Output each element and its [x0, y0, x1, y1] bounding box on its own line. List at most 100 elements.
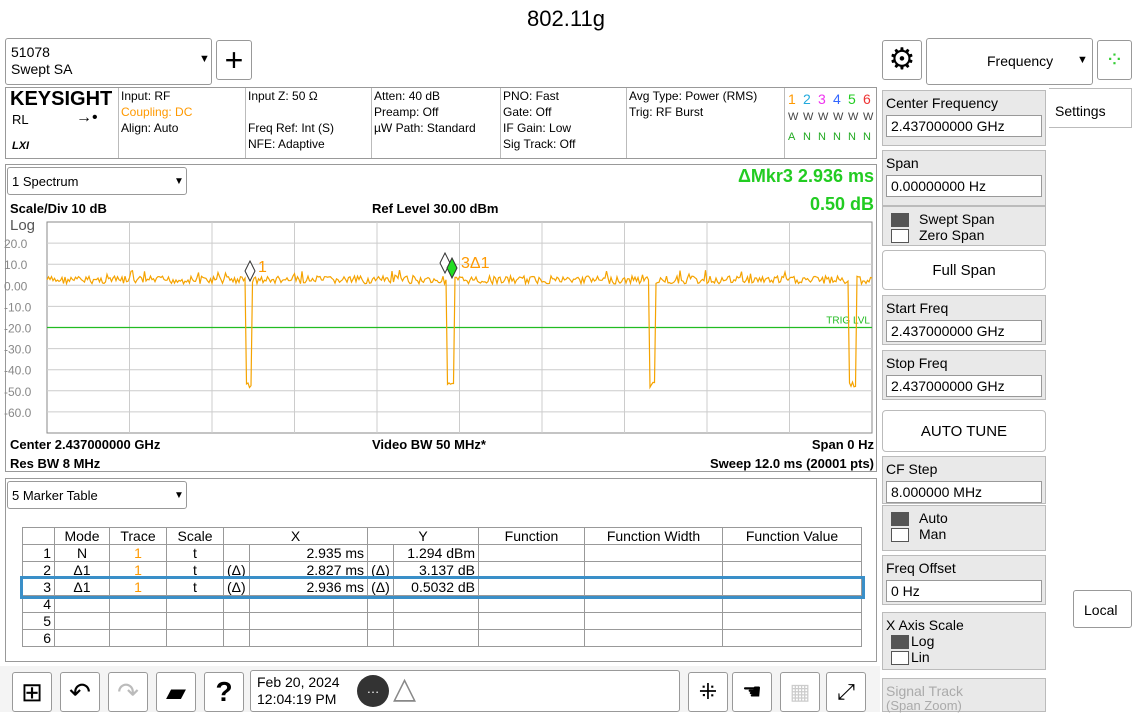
softkey[interactable]: Auto Man	[882, 505, 1046, 551]
trace-indicator: 1	[788, 91, 796, 107]
table-cell	[248, 595, 369, 613]
table-cell: t	[166, 544, 224, 562]
table-cell: 6	[22, 629, 55, 647]
instrument-select[interactable]: 51078 Swept SA ▼	[5, 38, 212, 85]
softkey[interactable]: X Axis Scale Log Lin	[882, 612, 1046, 670]
menu-select[interactable]: Frequency ▼	[926, 38, 1093, 85]
header-cell: Function Value	[722, 527, 862, 545]
header-cell: X	[222, 527, 369, 545]
softkey[interactable]: Swept Span Zero Span	[882, 206, 1046, 246]
table-cell	[367, 544, 394, 562]
table-cell: 2.935 ms	[248, 544, 369, 562]
table-cell	[166, 612, 224, 630]
add-button[interactable]: +	[216, 40, 252, 80]
marker-3	[446, 256, 458, 280]
table-cell	[722, 612, 862, 630]
info-divider	[784, 88, 785, 158]
marker-1	[244, 259, 256, 283]
softkey[interactable]: Signal Track (Span Zoom)	[882, 678, 1046, 713]
softkey-value: 0.00000000 Hz	[886, 175, 1042, 197]
table-cell	[54, 629, 110, 647]
softkey[interactable]: Start Freq 2.437000000 GHz	[882, 295, 1046, 345]
table-cell: 3.137 dB	[392, 561, 480, 579]
table-cell	[722, 595, 862, 613]
option-indicator	[891, 512, 909, 526]
softkey[interactable]: AUTO TUNE	[882, 410, 1046, 452]
tab-label: Settings	[1055, 103, 1106, 119]
info-text: IF Gain: Low	[503, 121, 572, 135]
ref-level: Ref Level 30.00 dBm	[372, 201, 499, 216]
header-cell: Function	[478, 527, 585, 545]
softkey-label: Freq Offset	[886, 560, 956, 576]
table-cell: 2.936 ms	[248, 578, 369, 596]
trace-indicator: N	[833, 131, 841, 143]
table-cell	[109, 595, 167, 613]
dropdown-arrow: ▼	[174, 176, 184, 187]
table-cell	[223, 595, 250, 613]
marker-readout: ΔMkr3 2.936 ms	[737, 166, 874, 186]
trace-indicator: W	[848, 111, 859, 123]
table-cell	[478, 629, 585, 647]
softkey-label: Start Freq	[886, 300, 949, 316]
scale-div: Scale/Div 10 dB	[10, 201, 107, 216]
y-label: 10.0	[4, 258, 28, 272]
grid-button[interactable]: ▦	[780, 672, 820, 712]
table-cell	[584, 578, 723, 596]
table-cell	[248, 629, 369, 647]
settings-gear[interactable]: ⚙	[882, 40, 922, 80]
window-select[interactable]: 5 Marker Table ▼	[7, 481, 187, 509]
log-label: Log	[10, 217, 35, 234]
table-cell	[478, 612, 585, 630]
trace-indicator: N	[863, 131, 871, 143]
table-cell: 2.827 ms	[248, 561, 369, 579]
layout-button[interactable]: ⁜	[688, 672, 728, 712]
info-bar: KEYSIGHT RL →• LXI Input: RF Coupling: DC…	[5, 87, 877, 159]
trace-indicator: 2	[803, 91, 811, 107]
y-label: -60.0	[4, 406, 32, 420]
window-select[interactable]: 1 Spectrum ▼	[7, 167, 187, 195]
info-text: Sig Track: Off	[503, 137, 576, 151]
softkey[interactable]: Span 0.00000000 Hz	[882, 150, 1046, 206]
date: Feb 20, 2024	[257, 674, 340, 690]
settings-tab[interactable]: Settings	[1049, 88, 1132, 128]
fullscreen-button[interactable]: ⤢	[826, 672, 866, 712]
softkey[interactable]: Full Span	[882, 250, 1046, 290]
softkey-sub: (Span Zoom)	[886, 698, 962, 713]
option-label: Man	[919, 526, 947, 542]
table-row: 5	[22, 612, 862, 630]
table-cell: (Δ)	[223, 561, 250, 579]
menu: Frequency	[987, 53, 1054, 69]
info-divider	[118, 88, 119, 158]
table-cell	[54, 612, 110, 630]
warning-icon: △	[393, 672, 417, 705]
softkey[interactable]: CF Step 8.000000 MHz	[882, 456, 1046, 504]
files-button[interactable]: ▰	[156, 672, 196, 712]
video-bw: Video BW 50 MHz*	[372, 437, 486, 452]
local-button[interactable]: Local	[1073, 590, 1132, 628]
windows-button[interactable]: ⊞	[12, 672, 52, 712]
info-divider	[626, 88, 627, 158]
local-label: Local	[1084, 602, 1118, 618]
header-cell: Mode	[54, 527, 110, 545]
message-icon[interactable]: …	[357, 675, 389, 707]
table-cell	[392, 612, 480, 630]
y-label: -30.0	[4, 343, 32, 357]
help-button[interactable]: ?	[204, 672, 244, 712]
info-text: PNO: Fast	[503, 89, 560, 103]
center: Center 2.437000000 GHz	[10, 437, 161, 452]
softkey-label: Stop Freq	[886, 355, 948, 371]
softkey[interactable]: Stop Freq 2.437000000 GHz	[882, 350, 1046, 400]
info-text: Align: Auto	[121, 121, 179, 135]
dropdown-arrow: ▼	[1077, 54, 1088, 66]
table-cell: 5	[22, 612, 55, 630]
table-cell	[722, 544, 862, 562]
trace-indicator: W	[818, 111, 829, 123]
trace-indicator: A	[788, 131, 796, 143]
touch-button[interactable]: ☚	[732, 672, 772, 712]
undo-button[interactable]: ↶	[60, 672, 100, 712]
y-label: 0.00	[4, 279, 28, 293]
softkey[interactable]: Center Frequency 2.437000000 GHz	[882, 90, 1046, 146]
redo-button[interactable]: ↷	[108, 672, 148, 712]
softkey[interactable]: Freq Offset 0 Hz	[882, 555, 1046, 605]
